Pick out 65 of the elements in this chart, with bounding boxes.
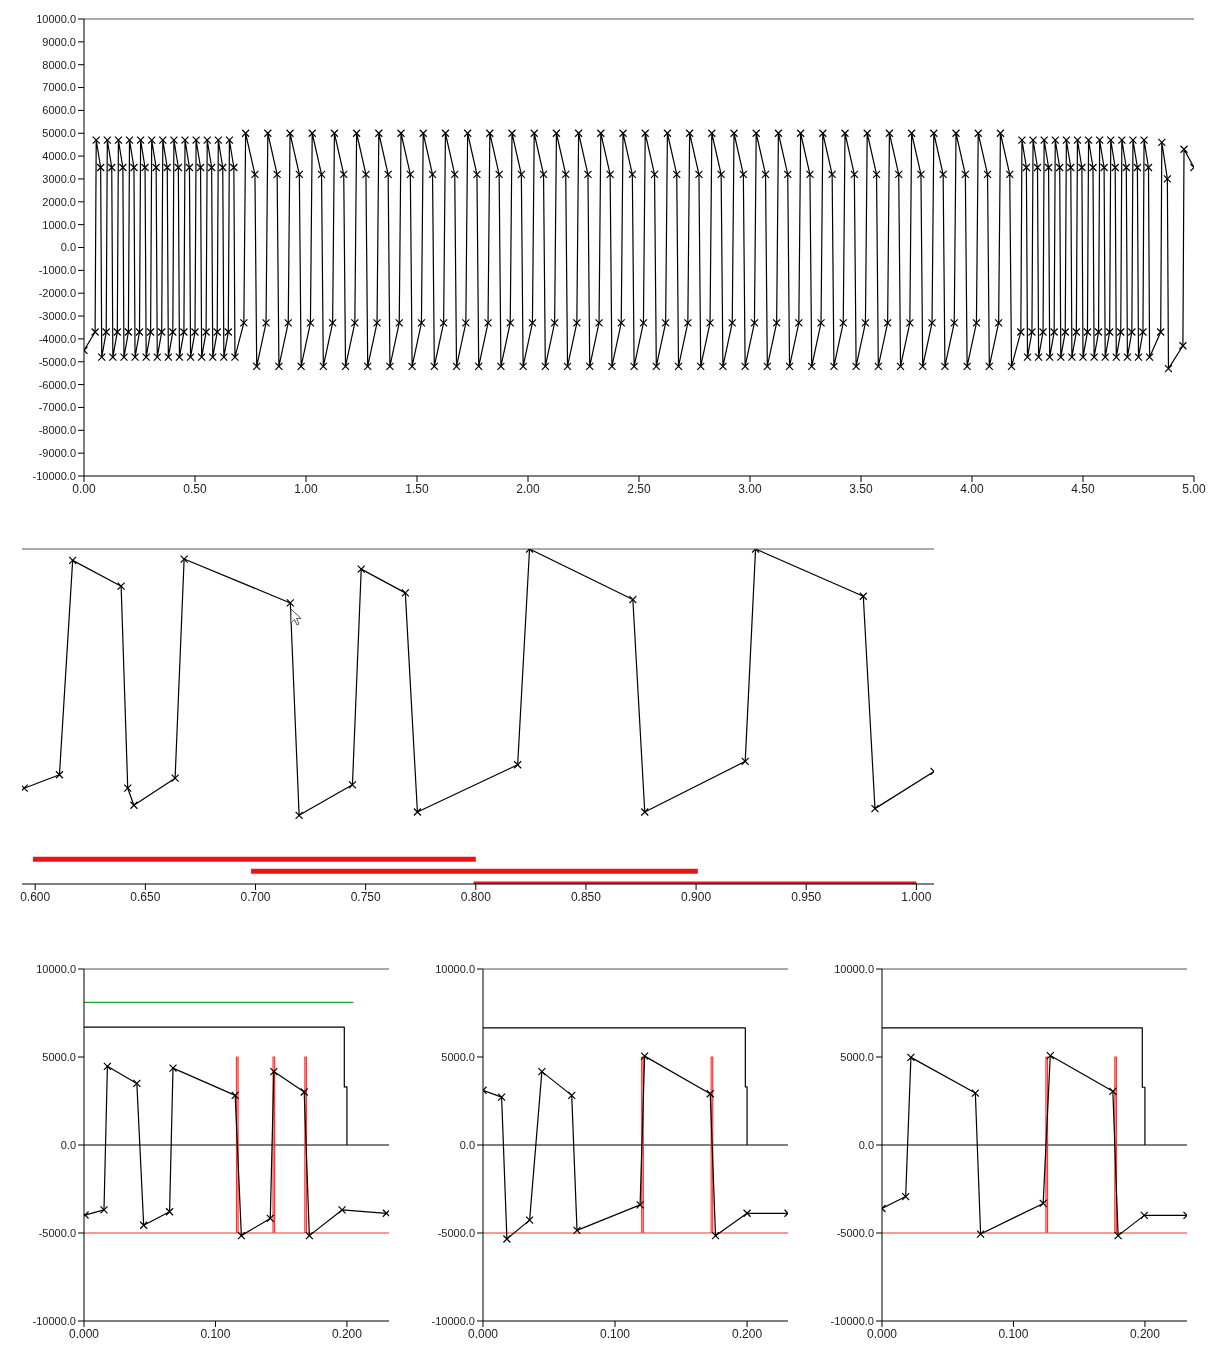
x-tick-label: 0.750 (350, 889, 381, 904)
y-tick-label: 8000.0 (42, 58, 76, 71)
y-tick-label: 0.0 (60, 241, 76, 254)
y-tick-label: 0.0 (858, 1138, 874, 1151)
x-tick-label: 0.00 (72, 481, 96, 496)
x-tick-label: 0.850 (570, 889, 602, 904)
y-tick-label: -10000.0 (830, 1314, 874, 1327)
y-tick-label: 5000.0 (840, 1050, 874, 1063)
x-tick-label: 0.800 (460, 889, 492, 904)
x-tick-label: 4.00 (960, 481, 984, 496)
y-tick-label: -5000.0 (38, 355, 76, 368)
x-tick-label: 1.000 (901, 889, 932, 904)
y-tick-label: 10000.0 (36, 962, 76, 975)
x-tick-label: 0.100 (200, 1326, 231, 1341)
x-tick-label: 0.100 (600, 1326, 631, 1341)
x-tick-label: 1.50 (405, 481, 429, 496)
y-tick-label: 10000.0 (834, 962, 874, 975)
y-tick-label: 9000.0 (42, 35, 76, 48)
x-tick-label: 4.50 (1071, 481, 1095, 496)
y-tick-label: -8000.0 (38, 424, 76, 437)
x-tick-label: 3.00 (738, 481, 762, 496)
y-tick-label: 0.0 (60, 1138, 76, 1151)
y-tick-label: 4000.0 (42, 150, 76, 163)
y-tick-label: -7000.0 (38, 401, 76, 414)
y-tick-label: -10000.0 (32, 1314, 76, 1327)
y-tick-label: 7000.0 (42, 81, 76, 94)
y-tick-label: -10000.0 (32, 469, 76, 482)
y-tick-label: -5000.0 (38, 1226, 76, 1239)
x-tick-label: 2.00 (516, 481, 540, 496)
x-tick-label: 3.50 (849, 481, 873, 496)
y-tick-label: -6000.0 (38, 378, 76, 391)
x-tick-label: 5.00 (1182, 481, 1206, 496)
y-tick-label: -5000.0 (437, 1226, 475, 1239)
y-tick-label: 0.0 (459, 1138, 475, 1151)
y-tick-label: 5000.0 (441, 1050, 475, 1063)
y-tick-label: 1000.0 (42, 218, 76, 231)
y-tick-label: -10000.0 (431, 1314, 475, 1327)
y-tick-label: 3000.0 (42, 172, 76, 185)
y-tick-label: -2000.0 (38, 287, 76, 300)
x-tick-label: 0.200 (1129, 1326, 1161, 1341)
x-tick-label: 0.000 (866, 1326, 898, 1341)
x-tick-label: 0.600 (20, 889, 51, 904)
x-tick-label: 0.100 (998, 1326, 1029, 1341)
x-tick-label: 0.200 (331, 1326, 363, 1341)
y-tick-label: 6000.0 (42, 104, 76, 117)
y-tick-label: -9000.0 (38, 447, 76, 460)
x-tick-label: 0.50 (183, 481, 207, 496)
x-tick-label: 0.200 (732, 1326, 763, 1341)
x-tick-label: 0.950 (791, 889, 822, 904)
x-tick-label: 0.000 (467, 1326, 499, 1341)
x-tick-label: 0.700 (240, 889, 271, 904)
x-tick-label: 0.650 (130, 889, 161, 904)
y-tick-label: 10000.0 (435, 962, 475, 975)
y-tick-label: -5000.0 (836, 1226, 874, 1239)
x-tick-label: 0.000 (68, 1326, 100, 1341)
x-tick-label: 2.50 (627, 481, 651, 496)
y-tick-label: 5000.0 (42, 1050, 76, 1063)
x-tick-label: 1.00 (294, 481, 318, 496)
y-tick-label: 10000.0 (36, 12, 76, 25)
y-tick-label: 2000.0 (42, 195, 76, 208)
y-tick-label: -1000.0 (38, 264, 76, 277)
y-tick-label: 5000.0 (42, 127, 76, 140)
x-tick-label: 0.900 (681, 889, 712, 904)
y-tick-label: -4000.0 (38, 332, 76, 345)
y-tick-label: -3000.0 (38, 309, 76, 322)
